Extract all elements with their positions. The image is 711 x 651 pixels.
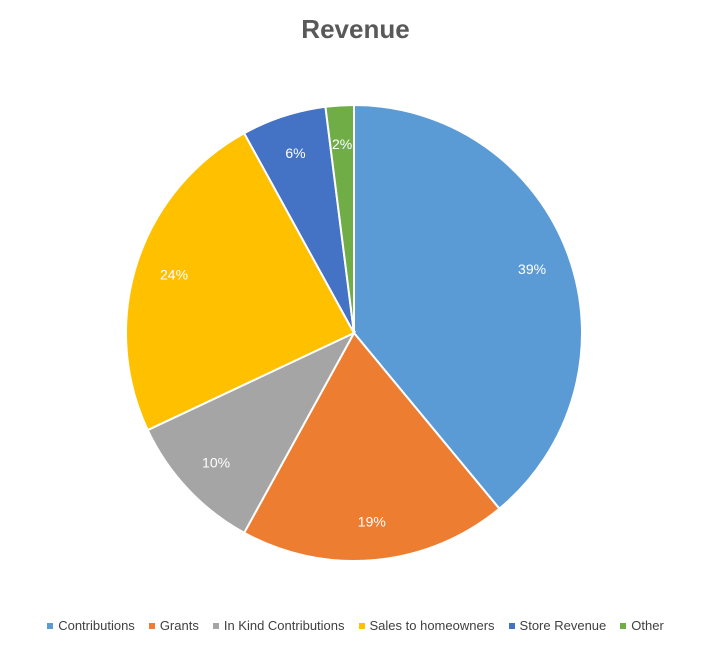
legend-item-sales-to-homeowners: Sales to homeowners (358, 618, 495, 633)
legend-swatch (358, 622, 365, 629)
pie-slice-contributions (353, 103, 583, 511)
data-label-sales-to-homeowners: 24% (160, 267, 188, 283)
legend-label: Contributions (58, 618, 135, 633)
legend-swatch (212, 622, 219, 629)
chart-title: Revenue (301, 14, 410, 44)
data-label-grants: 19% (358, 513, 386, 529)
legend-label: Store Revenue (519, 618, 607, 633)
data-label-in-kind-contributions: 10% (202, 455, 230, 471)
legend-item-contributions: Contributions (47, 618, 135, 633)
legend-item-other: Other (620, 618, 664, 633)
data-label-contributions: 39% (518, 261, 546, 277)
legend: Contributions Grants In Kind Contributions… (0, 618, 711, 633)
pie-slice-grants (242, 331, 501, 562)
legend-swatch (148, 622, 155, 629)
data-label-store-revenue: 6% (285, 145, 305, 161)
legend-label: Sales to homeowners (369, 618, 495, 633)
pie-slice-sales-to-homeowners (125, 131, 356, 432)
legend-item-grants: Grants (148, 618, 199, 633)
legend-label: Grants (159, 618, 199, 633)
legend-item-store-revenue: Store Revenue (508, 618, 607, 633)
pie-slice-in-kind-contributions (146, 330, 357, 535)
legend-item-in-kind-contributions: In Kind Contributions (212, 618, 345, 633)
legend-swatch (508, 622, 515, 629)
pie-slice-other (324, 103, 355, 334)
data-label-other: 2% (332, 136, 352, 152)
legend-label: In Kind Contributions (223, 618, 345, 633)
legend-swatch (620, 622, 627, 629)
legend-label: Other (631, 618, 664, 633)
legend-swatch (47, 622, 54, 629)
